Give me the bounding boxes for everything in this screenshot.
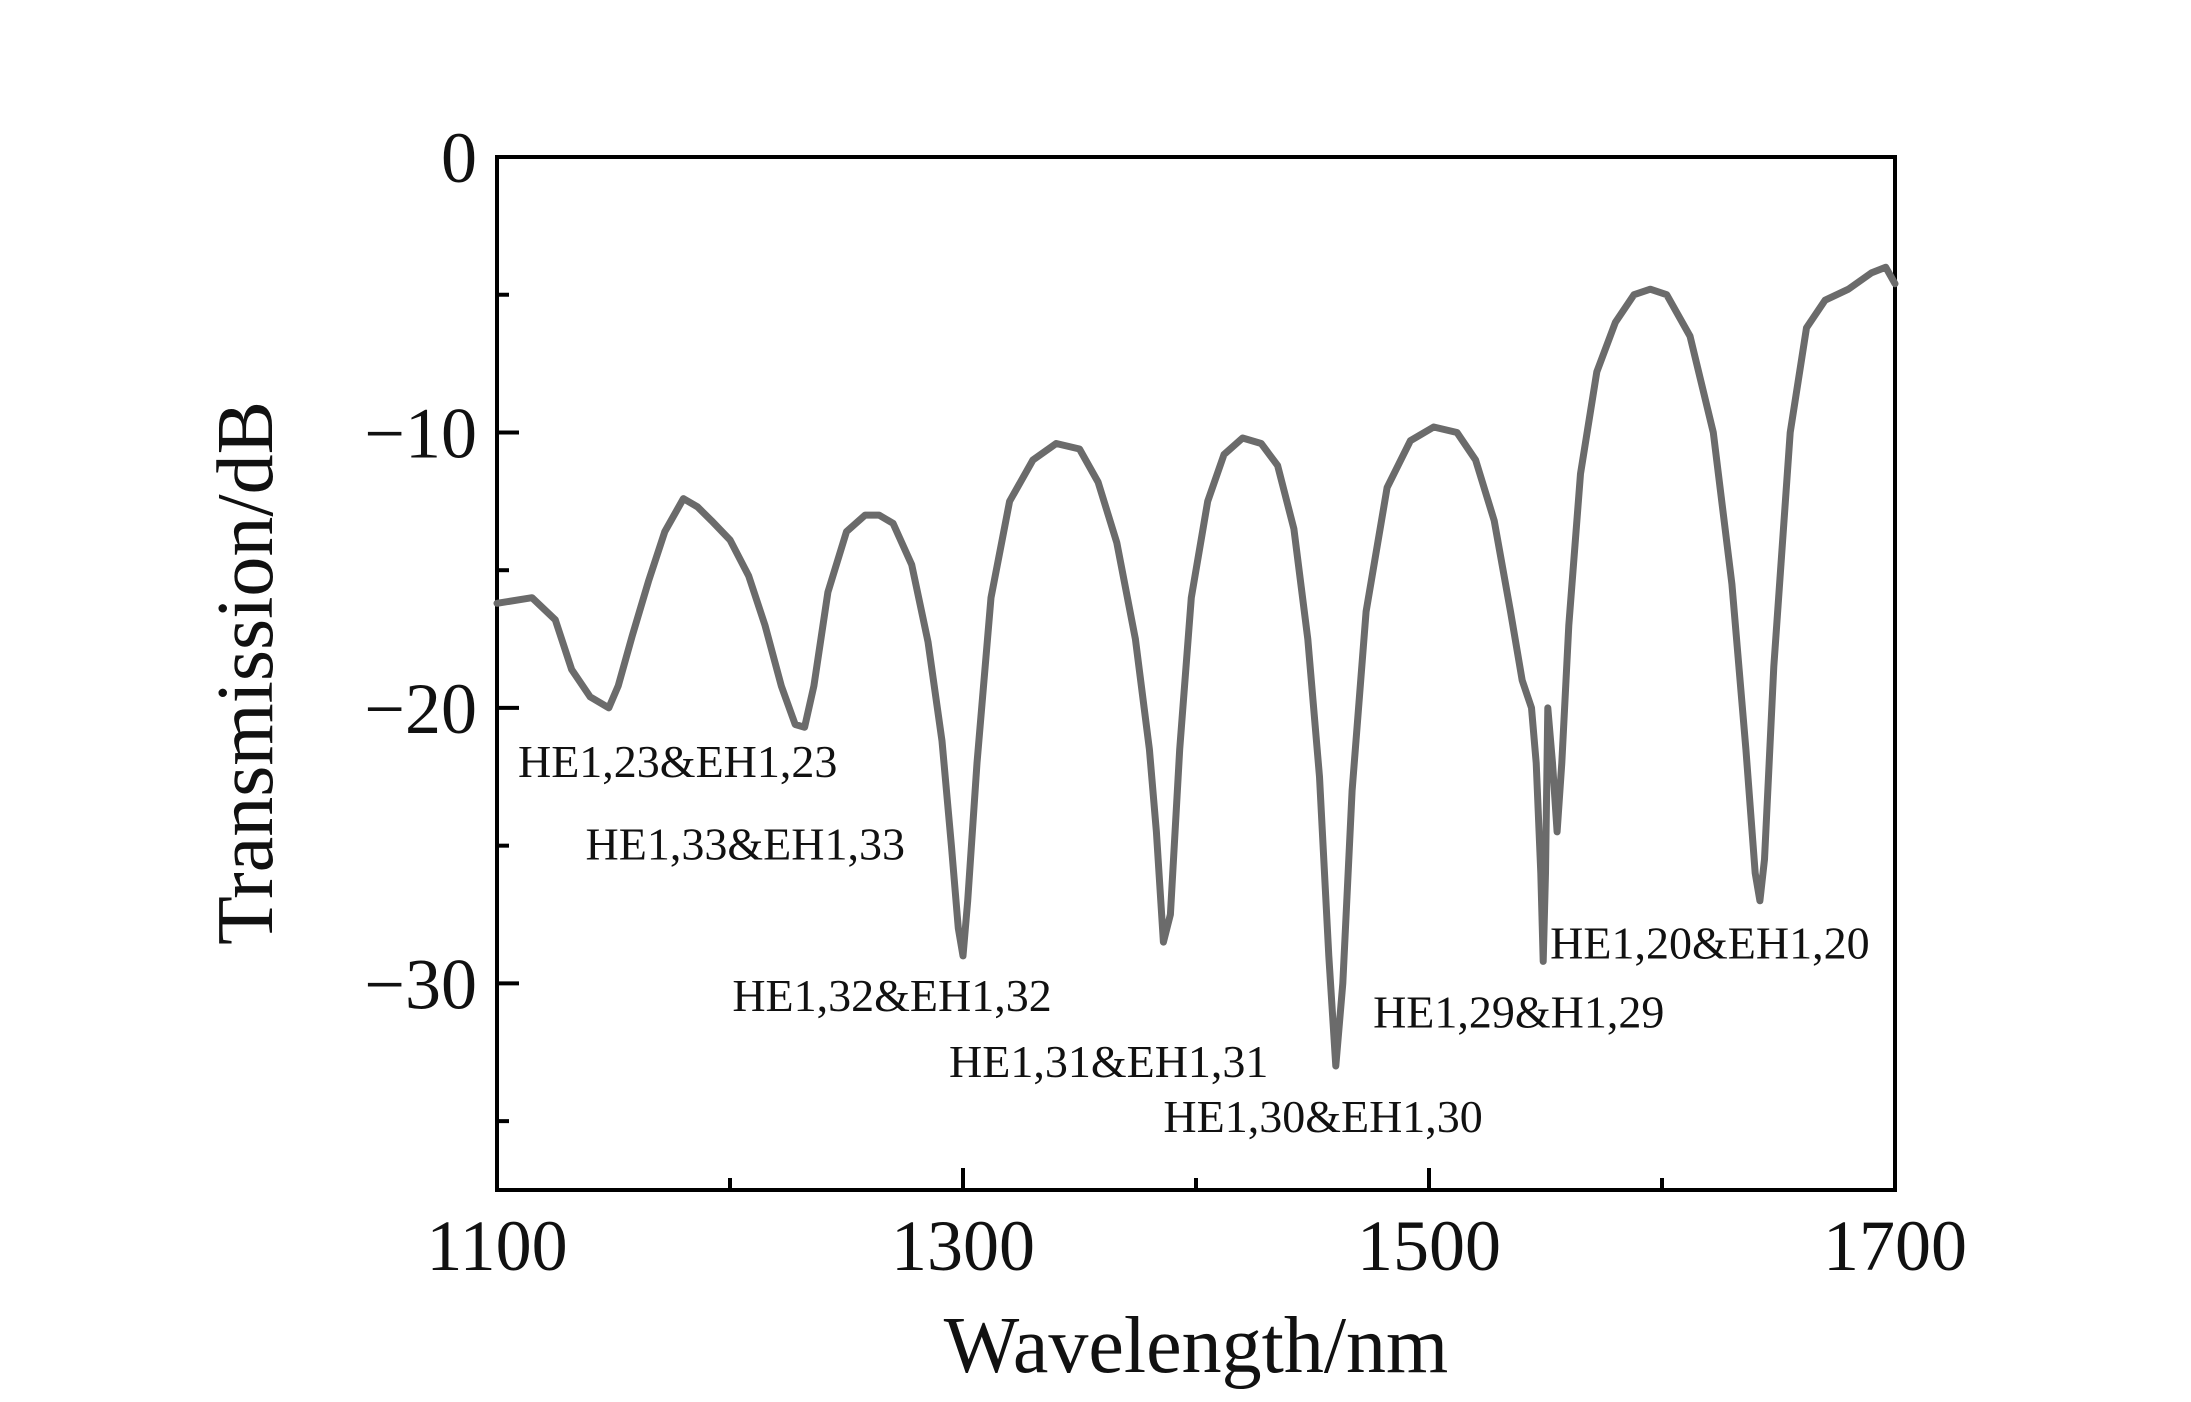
dip-annotation-label: HE1,31&EH1,31 xyxy=(949,1036,1268,1087)
dip-annotation-label: HE1,23&EH1,23 xyxy=(518,736,837,787)
plot-frame xyxy=(495,155,1897,1192)
dip-annotation-label: HE1,29&H1,29 xyxy=(1373,986,1664,1037)
y-axis-title: Transmission/dB xyxy=(202,401,290,945)
x-tick-label: 1700 xyxy=(1823,1206,1967,1286)
x-tick-label: 1100 xyxy=(426,1206,567,1286)
axis-tick-labels: 1100 1300 1500 1700 0 −10 −20 −30 xyxy=(364,118,1967,1286)
y-tick-label: −10 xyxy=(364,393,477,473)
dip-annotation-label: HE1,32&EH1,32 xyxy=(732,970,1051,1021)
y-tick-label: −30 xyxy=(364,944,477,1024)
transmission-series-line xyxy=(493,263,1899,1070)
dip-annotation-label: HE1,30&EH1,30 xyxy=(1163,1091,1482,1142)
x-tick-label: 1500 xyxy=(1357,1206,1501,1286)
y-tick-label: 0 xyxy=(441,118,477,198)
dip-annotation-label: HE1,20&EH1,20 xyxy=(1550,918,1869,969)
dip-annotations: HE1,23&EH1,23 HE1,33&EH1,33 HE1,32&EH1,32 H… xyxy=(518,736,1870,1142)
dip-annotation-label: HE1,33&EH1,33 xyxy=(586,818,905,869)
x-axis-title: Wavelength/nm xyxy=(944,1302,1449,1390)
axis-ticks xyxy=(495,155,1897,1190)
x-tick-label: 1300 xyxy=(891,1206,1035,1286)
y-tick-label: −20 xyxy=(364,669,477,749)
